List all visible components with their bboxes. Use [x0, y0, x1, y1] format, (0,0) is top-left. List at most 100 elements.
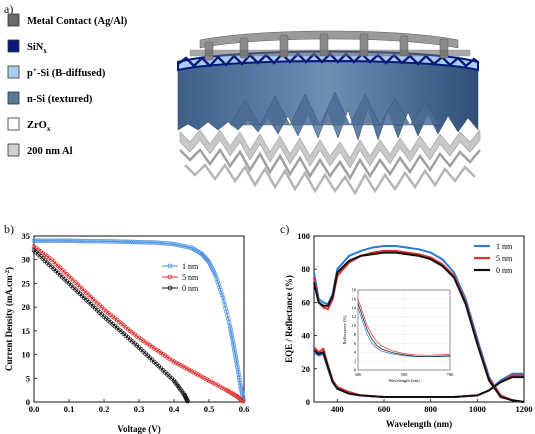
- jv-marker: [86, 238, 91, 244]
- jv-marker: [191, 370, 196, 375]
- jv-marker: [130, 239, 135, 245]
- jv-marker: [213, 381, 218, 387]
- solar-cell-illustration: [177, 30, 481, 196]
- inset-line-5nm: [357, 298, 451, 356]
- jv-marker: [208, 379, 214, 385]
- jv-marker: [40, 238, 45, 243]
- x-tick-label: 0.2: [99, 404, 110, 414]
- jv-marker: [108, 239, 113, 244]
- eqe-chart: 400 600 800 1000 1200020406080100Wavelength …: [284, 231, 533, 429]
- jv-chart: 0.0 0.1 0.2 0.3 0.4 0.5 0.6 0 5 10 15 20 25 30 35 Volta…: [4, 231, 249, 434]
- jv-marker: [147, 240, 153, 245]
- jv-marker: [202, 376, 207, 381]
- jv-marker: [231, 342, 236, 348]
- y-tick-label: 35: [22, 231, 31, 241]
- jv-marker: [114, 239, 120, 244]
- x-axis-title: Wavelength (nm): [386, 419, 452, 429]
- jv-marker: [237, 380, 243, 385]
- jv-marker: [217, 384, 223, 389]
- jv-marker: [44, 238, 50, 243]
- legend-label: p+-Si (B-diffused): [27, 66, 106, 79]
- jv-marker: [178, 243, 183, 248]
- jv-marker: [88, 238, 94, 244]
- legend-marker: [167, 274, 173, 280]
- jv-marker: [232, 347, 237, 353]
- jv-marker: [152, 240, 157, 245]
- jv-marker: [240, 398, 245, 403]
- jv-marker: [240, 393, 245, 399]
- jv-marker: [216, 282, 221, 287]
- jv-marker: [200, 374, 205, 380]
- y-tick-label: 100: [297, 231, 310, 241]
- jv-marker: [119, 239, 124, 244]
- jv-marker: [229, 335, 235, 341]
- y-tick-label: 25: [22, 278, 31, 288]
- y-tick-label: 0: [26, 397, 30, 407]
- x-tick-label: 1000: [469, 404, 486, 414]
- x-tick-label: 0.0: [29, 404, 40, 414]
- jv-marker: [182, 365, 188, 370]
- inset-y-tick-label: 2: [354, 359, 356, 364]
- jv-marker: [68, 238, 74, 244]
- jv-marker: [236, 372, 242, 377]
- jv-marker: [82, 238, 87, 244]
- jv-marker: [92, 238, 98, 244]
- jv-marker: [227, 323, 233, 329]
- jv-marker: [145, 240, 151, 245]
- eqe-line-0nm: [313, 251, 525, 403]
- jv-marker: [185, 398, 190, 404]
- jv-marker: [231, 345, 237, 350]
- jv-marker: [156, 240, 161, 246]
- x-tick-label: 0.5: [204, 404, 215, 414]
- jv-marker: [163, 241, 168, 246]
- inset-x-tick-label: 300: [355, 372, 363, 377]
- jv-marker: [128, 239, 133, 245]
- jv-marker: [180, 243, 186, 249]
- jv-marker: [51, 238, 56, 243]
- jv-marker: [184, 366, 190, 372]
- inset-x-tick-label: 700: [447, 372, 455, 377]
- al-layer-bottom-zigzag: [179, 147, 481, 181]
- jv-marker: [55, 238, 61, 243]
- jv-marker: [187, 367, 192, 373]
- inset-y-tick-label: 14: [352, 305, 357, 310]
- jv-marker: [79, 238, 85, 244]
- jv-marker: [198, 373, 203, 379]
- inset-y-axis-title: Reflectance (%): [342, 315, 347, 345]
- jv-marker: [215, 383, 221, 388]
- jv-marker: [173, 360, 179, 366]
- x-axis-title: Voltage (V): [117, 424, 160, 434]
- jv-marker: [36, 238, 41, 243]
- inset-x-tick-label: 500: [401, 372, 409, 377]
- inset-y-tick-label: 18: [352, 288, 357, 293]
- jv-marker: [217, 284, 222, 290]
- al-layer-bottom-zigzag-2: [184, 162, 476, 196]
- x-tick-label: 1200: [516, 404, 533, 414]
- n-si-body: [177, 61, 479, 141]
- y-tick-label: 20: [302, 364, 311, 374]
- x-tick-label: 0.4: [169, 404, 180, 414]
- jv-marker: [178, 362, 183, 368]
- jv-marker: [184, 244, 190, 250]
- jv-marker: [110, 239, 115, 244]
- jv-marker: [206, 378, 212, 383]
- jv-marker: [31, 238, 37, 243]
- jv-marker: [97, 238, 102, 244]
- jv-marker: [235, 367, 241, 372]
- jv-marker: [233, 357, 239, 362]
- jv-marker: [235, 364, 240, 369]
- jv-marker: [229, 333, 235, 338]
- y-tick-label: 80: [302, 264, 311, 274]
- y-tick-label: 15: [22, 326, 31, 336]
- jv-marker: [125, 239, 131, 245]
- jv-marker: [176, 361, 181, 367]
- jv-marker: [228, 328, 234, 334]
- jv-marker: [154, 240, 159, 245]
- jv-marker: [62, 238, 67, 243]
- y-tick-label: 60: [302, 297, 311, 307]
- jv-marker: [230, 338, 235, 343]
- jv-marker: [123, 239, 129, 245]
- jv-marker: [66, 238, 72, 243]
- jv-marker: [84, 238, 89, 244]
- legend-label: 5 nm: [182, 273, 199, 282]
